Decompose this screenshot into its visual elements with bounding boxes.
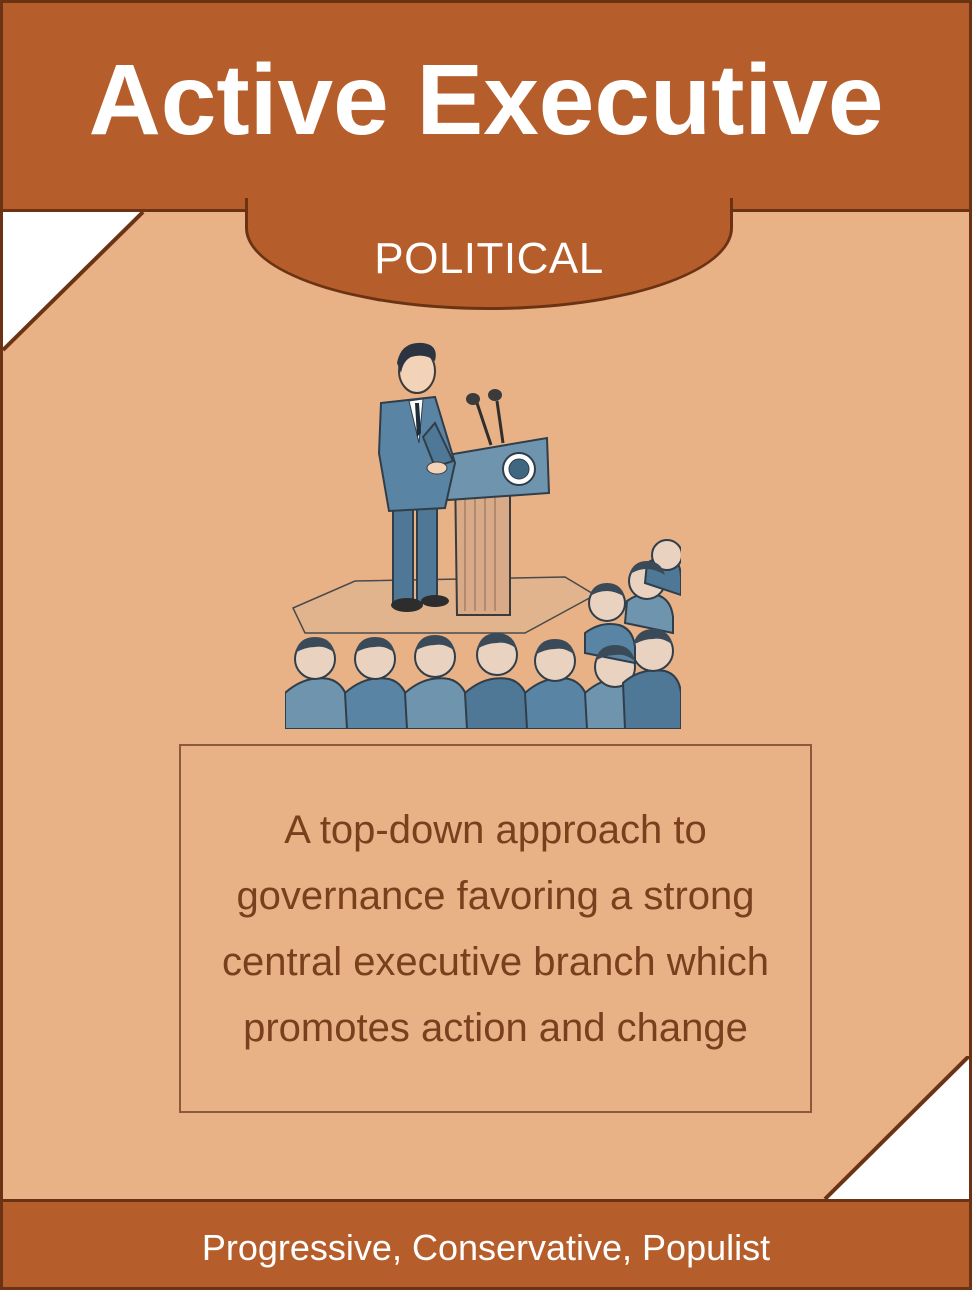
category-label: POLITICAL: [374, 234, 604, 283]
bottom-right-corner-decoration: [823, 1056, 969, 1199]
footer-band: Progressive, Conservative, Populist: [3, 1199, 969, 1287]
speaker-at-podium-icon: [285, 342, 681, 729]
category-tab: POLITICAL: [245, 198, 733, 310]
card-title: Active Executive: [88, 44, 884, 156]
tags-text: Progressive, Conservative, Populist: [201, 1226, 771, 1268]
title-band: Active Executive: [3, 3, 969, 212]
description-box: A top-down approach to governance favori…: [179, 744, 812, 1113]
description-text: A top-down approach to governance favori…: [222, 807, 769, 1050]
top-left-corner-decoration: [3, 212, 145, 352]
